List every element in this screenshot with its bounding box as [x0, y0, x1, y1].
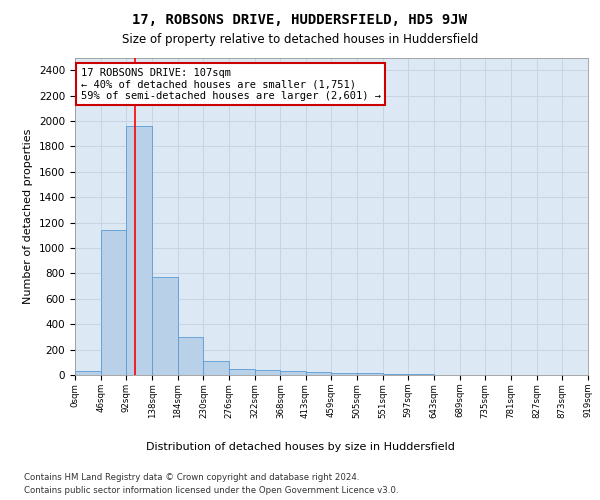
Text: 17 ROBSONS DRIVE: 107sqm
← 40% of detached houses are smaller (1,751)
59% of sem: 17 ROBSONS DRIVE: 107sqm ← 40% of detach…: [80, 68, 380, 101]
Text: Contains HM Land Registry data © Crown copyright and database right 2024.: Contains HM Land Registry data © Crown c…: [24, 472, 359, 482]
Bar: [178, 337, 203, 375]
Bar: [101, 230, 127, 375]
Bar: [152, 276, 178, 375]
Text: 17, ROBSONS DRIVE, HUDDERSFIELD, HD5 9JW: 17, ROBSONS DRIVE, HUDDERSFIELD, HD5 9JW: [133, 12, 467, 26]
Bar: [127, 126, 152, 375]
Bar: [357, 373, 383, 375]
Bar: [383, 374, 408, 375]
Bar: [305, 372, 331, 375]
Text: Contains public sector information licensed under the Open Government Licence v3: Contains public sector information licen…: [24, 486, 398, 495]
Bar: [75, 370, 101, 375]
Bar: [331, 373, 357, 375]
Bar: [280, 371, 305, 375]
Bar: [229, 368, 255, 375]
Y-axis label: Number of detached properties: Number of detached properties: [23, 128, 34, 304]
Bar: [203, 361, 229, 375]
Bar: [408, 374, 434, 375]
Bar: [255, 370, 280, 375]
Text: Size of property relative to detached houses in Huddersfield: Size of property relative to detached ho…: [122, 32, 478, 46]
Text: Distribution of detached houses by size in Huddersfield: Distribution of detached houses by size …: [146, 442, 454, 452]
